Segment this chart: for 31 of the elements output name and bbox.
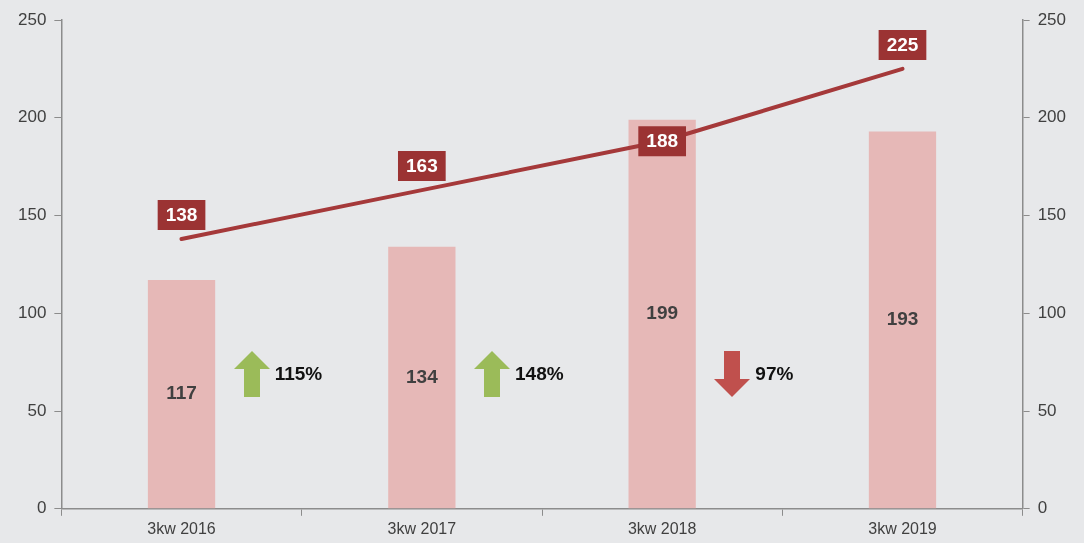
data-label: 225	[886, 34, 919, 56]
y-tick-label: 200	[17, 107, 47, 127]
data-label: 134	[405, 365, 439, 387]
y-tick-label: 150	[17, 205, 47, 225]
data-label: 117	[166, 382, 197, 404]
data-label: 138	[165, 204, 198, 226]
bar	[868, 131, 937, 509]
y-tick-label: 250	[17, 9, 47, 29]
x-tick-label: 3kw 2018	[627, 519, 697, 537]
y2-tick-label: 50	[1037, 400, 1057, 420]
data-label: 163	[405, 155, 438, 177]
y2-tick-label: 100	[1037, 302, 1067, 322]
y2-tick-label: 150	[1037, 205, 1067, 225]
x-tick-label: 3kw 2016	[147, 519, 216, 537]
x-tick-label: 3kw 2017	[387, 519, 457, 537]
annotation: 97%	[755, 363, 794, 385]
y-tick-label: 50	[27, 400, 47, 420]
bar	[388, 246, 456, 509]
bar	[628, 119, 696, 509]
bar	[147, 280, 216, 509]
y-tick-label: 0	[36, 498, 47, 518]
annotation: 115%	[274, 363, 323, 385]
y2-tick-label: 0	[1037, 498, 1048, 518]
y2-tick-label: 250	[1037, 9, 1067, 29]
data-label: 188	[646, 130, 679, 152]
data-label: 199	[646, 302, 679, 324]
x-tick-label: 3kw 2019	[868, 519, 937, 537]
annotation: 148%	[515, 363, 564, 385]
y2-tick-label: 200	[1037, 107, 1067, 127]
y-tick-label: 100	[17, 302, 47, 322]
data-label: 193	[886, 308, 919, 330]
